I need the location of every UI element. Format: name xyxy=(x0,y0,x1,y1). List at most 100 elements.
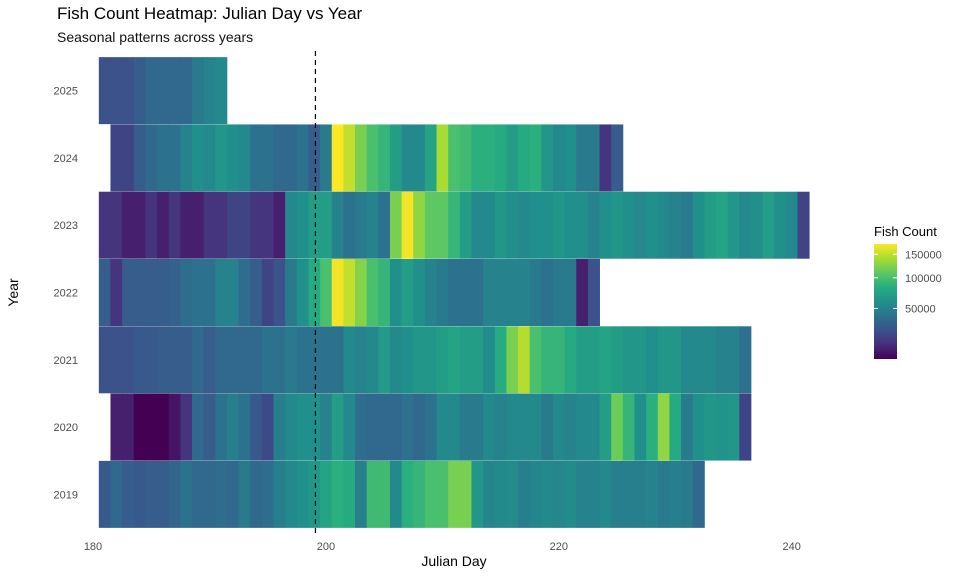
heatmap-cell-2023-202 xyxy=(343,191,356,259)
heatmap-cell-2021-194 xyxy=(250,326,263,394)
heatmap-cell-2020-185 xyxy=(145,393,158,461)
x-tick-label: 200 xyxy=(317,541,335,553)
heatmap-cell-2025-185 xyxy=(145,57,158,125)
heatmap-cell-2024-202 xyxy=(343,124,356,192)
heatmap-cell-2025-191 xyxy=(215,57,228,125)
heatmap-cell-2020-198 xyxy=(296,393,309,461)
heatmap-cell-2023-213 xyxy=(471,191,484,259)
heatmap-cell-2019-199 xyxy=(308,460,321,528)
heatmap-cell-2022-184 xyxy=(133,259,146,326)
heatmap-cell-2019-186 xyxy=(157,460,170,528)
legend-title: Fish Count xyxy=(874,224,937,239)
heatmap-cell-2019-192 xyxy=(226,460,239,528)
heatmap-cell-2022-215 xyxy=(494,259,507,326)
heatmap-cell-2019-204 xyxy=(366,460,379,528)
heatmap-cell-2023-184 xyxy=(133,191,146,259)
heatmap-cell-2023-240 xyxy=(785,191,798,259)
heatmap-cell-2024-199 xyxy=(308,124,321,192)
heatmap-cell-2022-214 xyxy=(483,259,496,326)
heatmap-cell-2023-225 xyxy=(611,191,624,259)
heatmap-cell-2023-230 xyxy=(669,191,682,259)
x-axis-ticks: 180 200 220 240 xyxy=(84,541,801,553)
heatmap-cell-2021-234 xyxy=(716,326,729,394)
heatmap-cells xyxy=(98,57,810,528)
heatmap-cell-2020-217 xyxy=(518,393,531,461)
heatmap-cell-2020-211 xyxy=(448,393,461,461)
heatmap-cell-2020-227 xyxy=(634,393,647,461)
heatmap-cell-2021-206 xyxy=(389,326,402,394)
heatmap-cell-2023-189 xyxy=(191,191,205,259)
heatmap-cell-2019-205 xyxy=(378,460,391,528)
heatmap-cell-2022-210 xyxy=(436,259,449,326)
heatmap-cell-2024-194 xyxy=(250,124,263,192)
heatmap-cell-2022-212 xyxy=(459,259,472,326)
heatmap-cell-2019-187 xyxy=(168,460,181,528)
heatmap-cell-2020-225 xyxy=(611,393,624,461)
heatmap-cell-2022-223 xyxy=(587,259,600,326)
heatmap-cell-2020-229 xyxy=(657,393,670,461)
heatmap-cell-2024-193 xyxy=(238,124,251,192)
heatmap-cell-2019-213 xyxy=(471,460,484,528)
heatmap-cell-2020-235 xyxy=(727,393,740,461)
heatmap-cell-2022-197 xyxy=(285,259,298,326)
heatmap-cell-2020-193 xyxy=(238,393,251,461)
heatmap-cell-2024-184 xyxy=(133,124,146,192)
heatmap-cell-2025-182 xyxy=(110,57,123,125)
heatmap-cell-2022-185 xyxy=(145,259,158,326)
heatmap-cell-2021-214 xyxy=(483,326,496,394)
heatmap-cell-2023-215 xyxy=(494,191,507,259)
heatmap-cell-2020-184 xyxy=(133,393,146,461)
y-tick-label: 2019 xyxy=(54,489,78,501)
heatmap-cell-2024-207 xyxy=(401,124,414,192)
heatmap-cell-2020-232 xyxy=(692,393,705,461)
heatmap-cell-2019-184 xyxy=(133,460,146,528)
x-axis-title: Julian Day xyxy=(421,553,486,569)
heatmap-cell-2020-203 xyxy=(355,393,368,461)
heatmap-cell-2023-228 xyxy=(646,191,659,259)
heatmap-cell-2023-187 xyxy=(168,191,181,259)
heatmap-cell-2023-199 xyxy=(308,191,321,259)
heatmap-cell-2020-213 xyxy=(471,393,484,461)
heatmap-cell-2023-186 xyxy=(157,191,170,259)
heatmap-cell-2021-196 xyxy=(273,326,286,394)
heatmap-cell-2019-226 xyxy=(622,460,635,528)
heatmap-cell-2022-204 xyxy=(366,259,379,326)
heatmap-cell-2019-214 xyxy=(483,460,496,528)
heatmap-cell-2023-223 xyxy=(587,191,600,259)
heatmap-cell-2020-218 xyxy=(529,393,542,461)
chart-title: Fish Count Heatmap: Julian Day vs Year xyxy=(57,4,363,23)
heatmap-cell-2019-227 xyxy=(634,460,647,528)
heatmap-cell-2024-215 xyxy=(494,124,507,192)
heatmap-cell-2022-207 xyxy=(401,259,414,326)
y-axis-ticks: 2019 2020 2021 2022 2023 2024 2025 xyxy=(54,86,78,502)
heatmap-cell-2020-197 xyxy=(285,393,298,461)
heatmap-cell-2019-201 xyxy=(331,460,344,528)
heatmap-cell-2021-186 xyxy=(157,326,170,394)
heatmap-cell-2023-181 xyxy=(98,191,111,259)
heatmap-cell-2023-182 xyxy=(110,191,123,259)
heatmap-cell-2021-228 xyxy=(646,326,659,394)
heatmap-cell-2022-219 xyxy=(541,259,554,326)
heatmap-cell-2022-196 xyxy=(273,259,286,326)
heatmap-cell-2020-231 xyxy=(681,393,694,461)
heatmap-cell-2023-197 xyxy=(285,191,298,259)
heatmap-cell-2020-186 xyxy=(157,393,170,461)
heatmap-cell-2024-190 xyxy=(203,124,216,192)
heatmap-cell-2019-224 xyxy=(599,460,612,528)
heatmap-cell-2019-182 xyxy=(110,460,123,528)
heatmap-cell-2024-204 xyxy=(366,124,379,192)
heatmap-cell-2024-206 xyxy=(389,124,402,192)
heatmap-cell-2023-208 xyxy=(413,191,426,259)
heatmap-cell-2019-230 xyxy=(669,460,682,528)
heatmap-cell-2024-210 xyxy=(436,124,449,192)
heatmap-cell-2020-200 xyxy=(320,393,333,461)
heatmap-cell-2021-201 xyxy=(331,326,344,394)
heatmap-cell-2022-218 xyxy=(529,259,542,326)
heatmap-cell-2025-187 xyxy=(168,57,181,125)
heatmap-cell-2023-190 xyxy=(203,191,216,259)
heatmap-cell-2022-195 xyxy=(261,259,274,326)
heatmap-cell-2019-225 xyxy=(611,460,624,528)
heatmap-cell-2019-198 xyxy=(296,460,309,528)
heatmap-cell-2021-233 xyxy=(704,326,717,394)
heatmap-cell-2023-216 xyxy=(506,191,519,259)
